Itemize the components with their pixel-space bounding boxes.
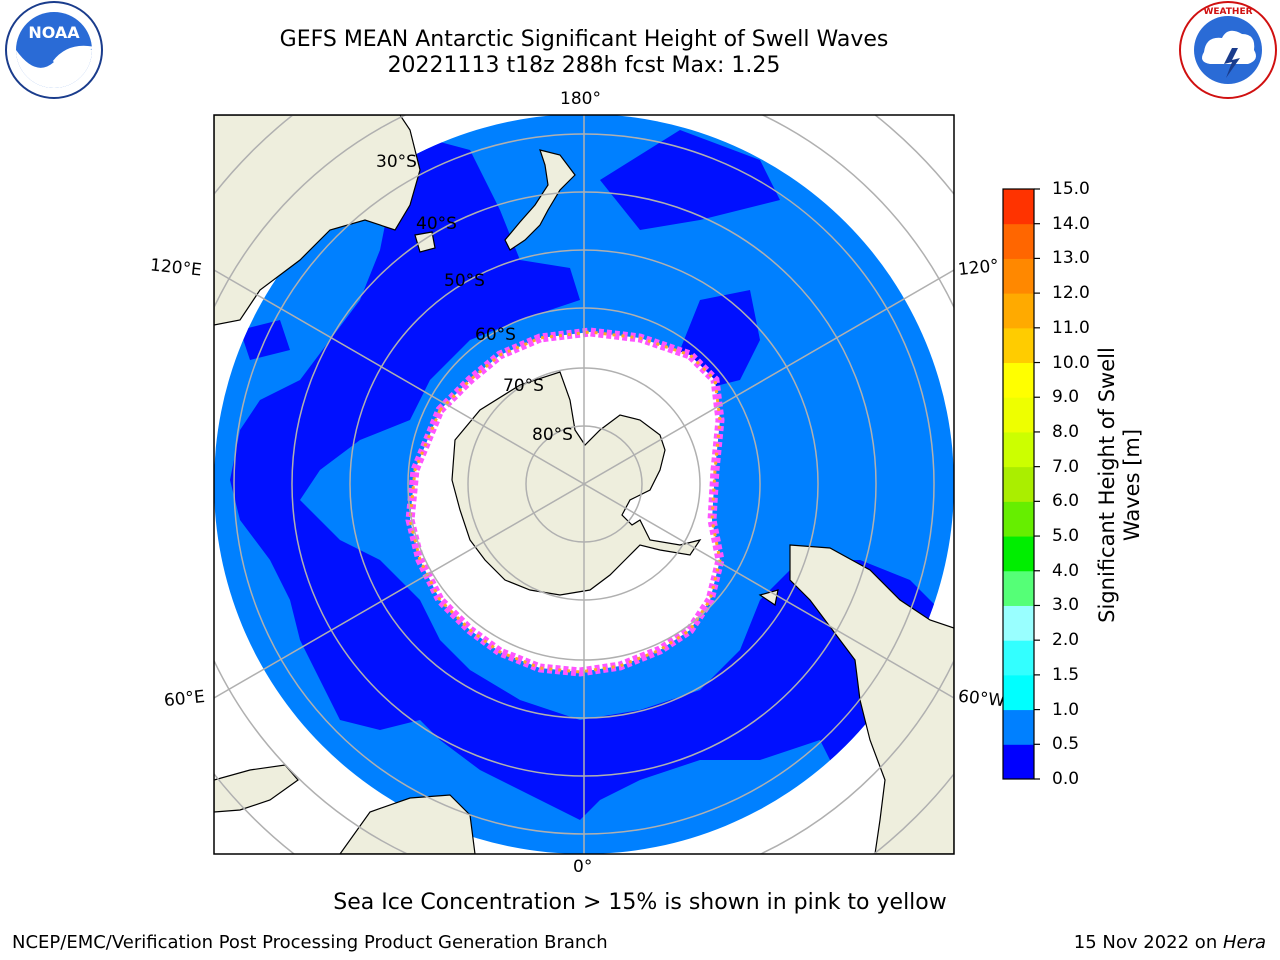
colorbar-tick-label: 1.0 bbox=[1052, 699, 1080, 720]
colorbar-tick-label: 4.0 bbox=[1052, 560, 1080, 581]
colorbar-tick-label: 1.5 bbox=[1052, 664, 1080, 685]
lat-label-30s: 30°S bbox=[376, 152, 417, 172]
footer-date: 15 Nov 2022 on Hera bbox=[1074, 932, 1266, 954]
madagascar bbox=[214, 764, 299, 813]
colorbar-tick-label: 15.0 bbox=[1052, 179, 1090, 199]
lat-label-70s: 70°S bbox=[503, 376, 544, 396]
lon-label-upper-right: 120° bbox=[957, 255, 1000, 281]
colorbar-tick-label: 10.0 bbox=[1052, 352, 1090, 373]
landmasses bbox=[214, 115, 954, 854]
noaa-logo: NOAA bbox=[5, 1, 103, 99]
footer-system: Hera bbox=[1222, 932, 1266, 953]
nws-logo: WEATHER bbox=[1179, 1, 1277, 99]
lat-label-80s: 80°S bbox=[532, 425, 573, 445]
footer-credit: NCEP/EMC/Verification Post Processing Pr… bbox=[12, 932, 608, 953]
map-frame bbox=[213, 114, 955, 855]
colorbar-tick-label: 6.0 bbox=[1052, 491, 1080, 512]
lat-label-40s: 40°S bbox=[416, 214, 457, 234]
colorbar-tick-label: 8.0 bbox=[1052, 421, 1080, 442]
colorbar-tick-label: 5.0 bbox=[1052, 526, 1080, 547]
colorbar-tick-label: 0.5 bbox=[1052, 734, 1080, 755]
colorbar-tick-label: 11.0 bbox=[1052, 317, 1090, 338]
chart-title-line1: GEFS MEAN Antarctic Significant Height o… bbox=[279, 27, 889, 52]
colorbar-tick-label: 13.0 bbox=[1052, 248, 1090, 269]
chart-title-line2: 20221113 t18z 288h fcst Max: 1.25 bbox=[387, 53, 781, 78]
svg-text:NOAA: NOAA bbox=[28, 23, 80, 42]
lon-label-lower-left: 60°E bbox=[163, 686, 206, 712]
colorbar-tick-label: 0.0 bbox=[1052, 769, 1080, 789]
new-zealand bbox=[504, 149, 576, 251]
lon-label-bottom: 0° bbox=[573, 857, 593, 877]
graticule bbox=[214, 115, 954, 854]
colorbar-tick-label: 14.0 bbox=[1052, 213, 1090, 234]
antarctica bbox=[451, 371, 702, 596]
colorbar-tick-label: 7.0 bbox=[1052, 456, 1080, 477]
australia bbox=[214, 115, 421, 326]
colorbar-tick-label: 3.0 bbox=[1052, 595, 1080, 616]
colorbar-tick-label: 2.0 bbox=[1052, 630, 1080, 651]
colorbar-tick-label: 12.0 bbox=[1052, 283, 1090, 304]
lat-label-60s: 60°S bbox=[475, 325, 516, 345]
africa bbox=[339, 794, 476, 854]
footer-date-text: 15 Nov 2022 on bbox=[1073, 932, 1223, 953]
lon-label-top: 180° bbox=[560, 89, 601, 109]
sea-ice-caption: Sea Ice Concentration > 15% is shown in … bbox=[333, 890, 947, 915]
colorbar-tick-label: 9.0 bbox=[1052, 387, 1080, 408]
svg-text:WEATHER: WEATHER bbox=[1203, 7, 1252, 17]
tasmania bbox=[414, 231, 436, 253]
colorbar-label: Significant Height of Swell Waves [m] bbox=[1095, 347, 1144, 623]
lat-label-50s: 50°S bbox=[444, 271, 485, 291]
